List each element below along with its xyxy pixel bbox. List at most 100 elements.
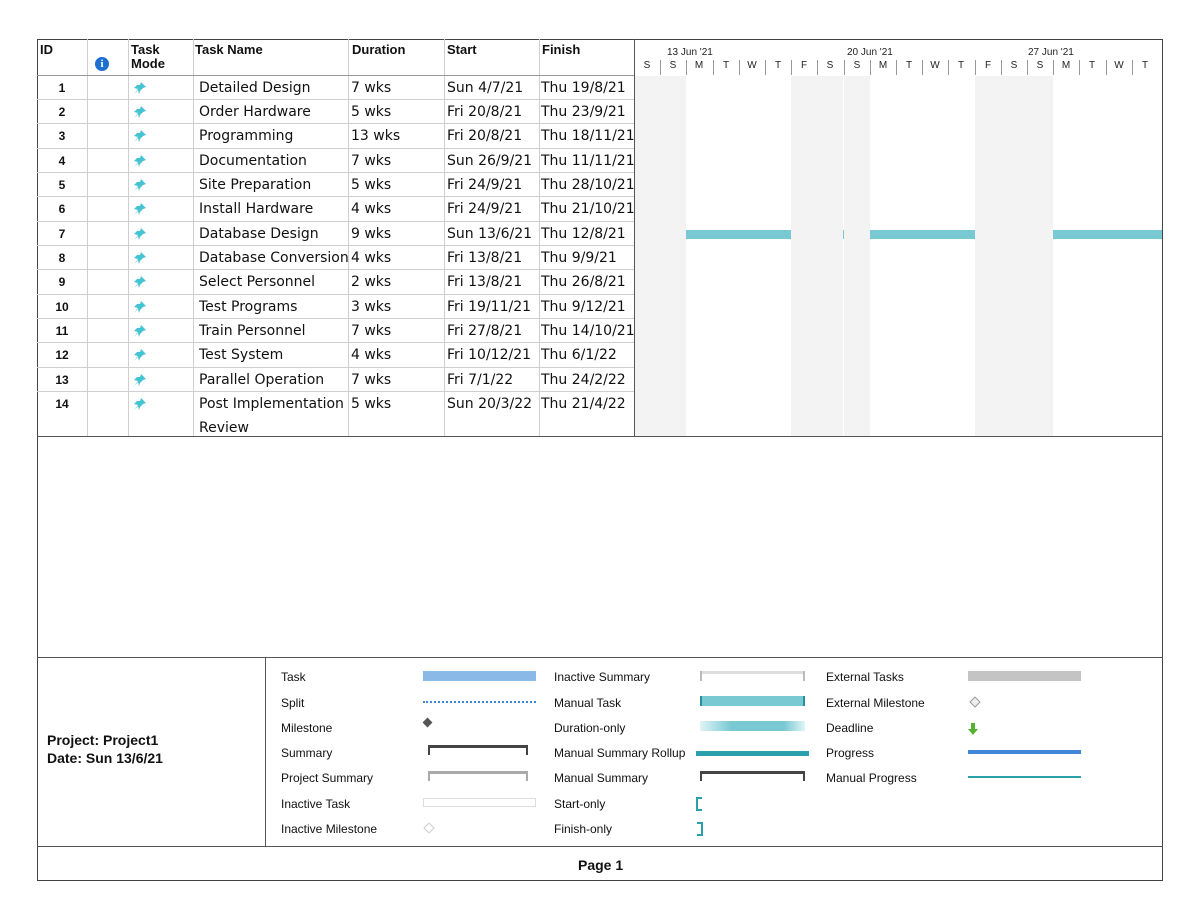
manual-pin-icon[interactable] <box>133 250 147 264</box>
task-name[interactable]: Detailed Design <box>199 80 311 96</box>
manual-pin-icon[interactable] <box>133 396 147 410</box>
legend-label: External Tasks <box>826 670 904 684</box>
col-header-task-mode[interactable]: Task Mode <box>131 42 165 71</box>
task-name[interactable]: Test System <box>199 347 284 363</box>
task-finish[interactable]: Thu 21/4/22 <box>541 396 626 412</box>
legend-divider <box>265 657 266 846</box>
legend-label: Inactive Task <box>281 797 351 811</box>
task-start[interactable]: Fri 24/9/21 <box>447 201 523 217</box>
manual-pin-icon[interactable] <box>133 201 147 215</box>
task-duration[interactable]: 7 wks <box>351 153 392 169</box>
day-divider <box>686 60 687 75</box>
task-name[interactable]: Documentation <box>199 153 307 169</box>
task-duration[interactable]: 5 wks <box>351 396 392 412</box>
task-name[interactable]: Select Personnel <box>199 274 316 290</box>
task-duration[interactable]: 9 wks <box>351 226 392 242</box>
task-name[interactable]: Post Implementation <box>199 396 344 412</box>
task-start[interactable]: Fri 13/8/21 <box>447 274 523 290</box>
task-start[interactable]: Fri 7/1/22 <box>447 372 514 388</box>
table-timeline-divider <box>634 39 635 437</box>
task-duration[interactable]: 13 wks <box>351 128 401 144</box>
task-duration[interactable]: 7 wks <box>351 323 392 339</box>
task-start[interactable]: Sun 13/6/21 <box>447 226 533 242</box>
task-name[interactable]: Install Hardware <box>199 201 314 217</box>
manual-pin-icon[interactable] <box>133 274 147 288</box>
row-divider <box>37 294 634 295</box>
manual-pin-icon[interactable] <box>133 347 147 361</box>
col-header-task-name[interactable]: Task Name <box>195 42 263 57</box>
manual-pin-icon[interactable] <box>133 128 147 142</box>
timeline-day-label: W <box>1114 60 1124 71</box>
task-start[interactable]: Fri 24/9/21 <box>447 177 523 193</box>
task-finish[interactable]: Thu 28/10/21 <box>541 177 635 193</box>
task-finish[interactable]: Thu 26/8/21 <box>541 274 626 290</box>
manual-pin-icon[interactable] <box>133 104 147 118</box>
task-name[interactable]: Test Programs <box>199 299 298 315</box>
row-divider <box>37 245 634 246</box>
task-name[interactable]: Train Personnel <box>199 323 306 339</box>
task-start[interactable]: Fri 10/12/21 <box>447 347 532 363</box>
legend-label: Finish-only <box>554 822 613 836</box>
manual-pin-icon[interactable] <box>133 80 147 94</box>
info-icon[interactable]: i <box>95 57 109 71</box>
weekend-column <box>817 76 843 436</box>
col-header-start[interactable]: Start <box>447 42 477 57</box>
task-start[interactable]: Sun 20/3/22 <box>447 396 533 412</box>
col-header-id[interactable]: ID <box>40 42 53 57</box>
task-start[interactable]: Sun 26/9/21 <box>447 153 533 169</box>
task-name[interactable]: Database Conversion <box>199 250 349 266</box>
manual-task-swatch <box>700 696 805 706</box>
task-start[interactable]: Fri 20/8/21 <box>447 104 523 120</box>
row-divider <box>37 367 634 368</box>
task-duration[interactable]: 4 wks <box>351 347 392 363</box>
task-finish[interactable]: Thu 9/12/21 <box>541 299 626 315</box>
task-start[interactable]: Sun 4/7/21 <box>447 80 524 96</box>
task-name-continued[interactable]: Review <box>199 420 249 436</box>
task-finish[interactable]: Thu 12/8/21 <box>541 226 626 242</box>
task-finish[interactable]: Thu 21/10/21 <box>541 201 635 217</box>
task-start[interactable]: Fri 13/8/21 <box>447 250 523 266</box>
task-finish[interactable]: Thu 19/8/21 <box>541 80 626 96</box>
task-finish[interactable]: Thu 11/11/21 <box>541 153 635 169</box>
task-name[interactable]: Parallel Operation <box>199 372 325 388</box>
col-header-duration[interactable]: Duration <box>352 42 406 57</box>
legend-label: Duration-only <box>554 721 626 735</box>
task-start[interactable]: Fri 20/8/21 <box>447 128 523 144</box>
task-name[interactable]: Programming <box>199 128 294 144</box>
gantt-bar-database-design[interactable] <box>660 230 1162 239</box>
timeline-day-label: T <box>957 60 965 71</box>
legend-label: Start-only <box>554 797 606 811</box>
task-name[interactable]: Site Preparation <box>199 177 312 193</box>
task-duration[interactable]: 5 wks <box>351 104 392 120</box>
row-divider <box>37 391 634 392</box>
task-finish[interactable]: Thu 14/10/21 <box>541 323 635 339</box>
legend-label: Manual Progress <box>826 771 917 785</box>
task-finish[interactable]: Thu 24/2/22 <box>541 372 626 388</box>
task-finish[interactable]: Thu 23/9/21 <box>541 104 626 120</box>
start-only-swatch <box>696 797 702 811</box>
task-finish[interactable]: Thu 6/1/22 <box>541 347 617 363</box>
row-divider <box>37 99 634 100</box>
manual-pin-icon[interactable] <box>133 153 147 167</box>
task-name[interactable]: Database Design <box>199 226 319 242</box>
task-duration[interactable]: 7 wks <box>351 372 392 388</box>
col-header-finish[interactable]: Finish <box>542 42 581 57</box>
manual-pin-icon[interactable] <box>133 372 147 386</box>
task-duration[interactable]: 7 wks <box>351 80 392 96</box>
manual-pin-icon[interactable] <box>133 299 147 313</box>
timeline-day-label: T <box>905 60 913 71</box>
manual-pin-icon[interactable] <box>133 177 147 191</box>
task-finish[interactable]: Thu 18/11/21 <box>541 128 635 144</box>
task-name[interactable]: Order Hardware <box>199 104 311 120</box>
task-duration[interactable]: 4 wks <box>351 201 392 217</box>
manual-summary-swatch-end <box>700 771 702 781</box>
manual-pin-icon[interactable] <box>133 323 147 337</box>
task-duration[interactable]: 5 wks <box>351 177 392 193</box>
task-duration[interactable]: 4 wks <box>351 250 392 266</box>
task-start[interactable]: Fri 19/11/21 <box>447 299 532 315</box>
task-finish[interactable]: Thu 9/9/21 <box>541 250 617 266</box>
task-start[interactable]: Fri 27/8/21 <box>447 323 523 339</box>
manual-pin-icon[interactable] <box>133 226 147 240</box>
task-duration[interactable]: 3 wks <box>351 299 392 315</box>
task-duration[interactable]: 2 wks <box>351 274 392 290</box>
